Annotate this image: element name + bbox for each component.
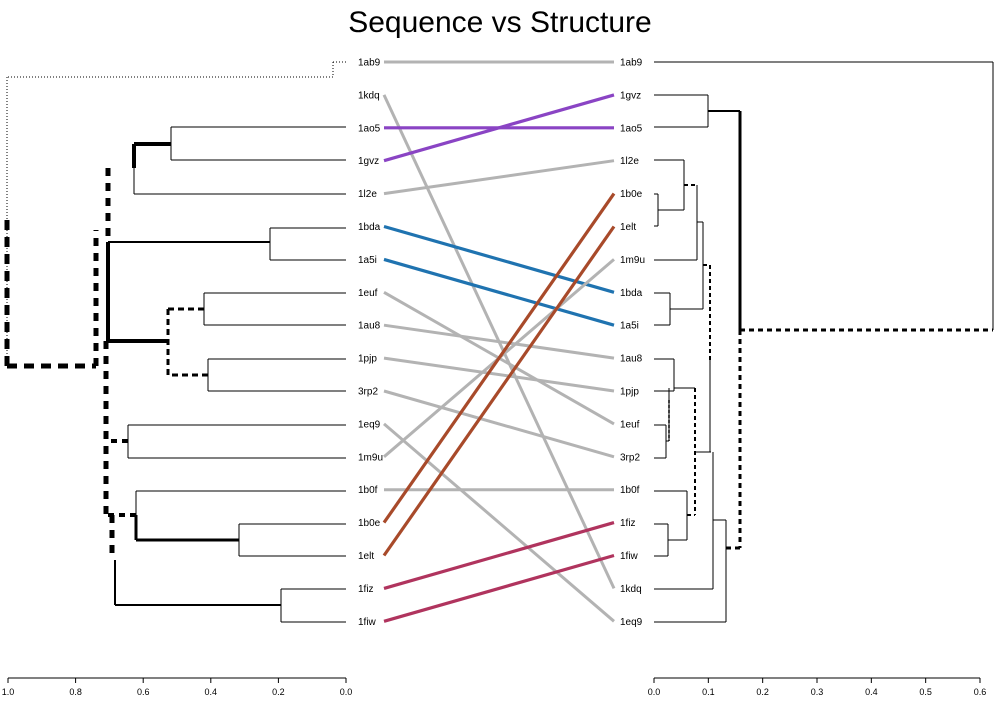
right-axis: 0.0 0.1 0.2 0.3 0.4 0.5 0.6 xyxy=(648,677,987,697)
right-branch-b0f xyxy=(654,490,688,541)
left-leaf-label-1eq9: 1eq9 xyxy=(358,419,381,430)
right-leaf-label-1gvz: 1gvz xyxy=(620,90,641,101)
right-branch-kdq xyxy=(654,452,714,590)
left-branch-b0e-elt xyxy=(238,523,346,557)
right-leaf-label-3rp2: 3rp2 xyxy=(620,452,640,463)
left-branch-pjp-rp2 xyxy=(207,358,346,392)
left-dendrogram xyxy=(4,61,346,623)
right-tick-label: 0.0 xyxy=(648,687,661,697)
left-branch-b0f xyxy=(135,490,346,540)
left-leaf-label-1gvz: 1gvz xyxy=(358,156,379,167)
connection-1b0e xyxy=(382,192,616,524)
right-spine-dashed xyxy=(738,328,993,548)
right-leaf-label-1pjp: 1pjp xyxy=(620,387,639,398)
right-tick-label: 0.2 xyxy=(756,687,769,697)
right-branch-bda-a5i xyxy=(654,292,671,326)
right-tick-label: 0.5 xyxy=(919,687,932,697)
right-leaf-label-1b0e: 1b0e xyxy=(620,189,643,200)
right-branch-b0f-up xyxy=(687,388,696,516)
right-branch-euf-rp2 xyxy=(654,424,667,459)
right-branch-au8-pjp xyxy=(654,358,675,392)
left-branch-fiz-fiw-up xyxy=(114,560,281,606)
left-leaf-labels: 1ab9 1kdq 1ao5 1gvz 1l2e 1bda 1a5i 1euf 1au8 1pjp… xyxy=(358,58,383,628)
right-leaf-label-1m9u: 1m9u xyxy=(620,255,645,266)
left-branch-1ab9 xyxy=(6,61,346,366)
right-leaf-label-1fiw: 1fiw xyxy=(620,551,639,562)
connection-1l2e xyxy=(383,159,615,196)
right-branch-upper-dashed xyxy=(703,264,711,360)
left-spine-dashed xyxy=(103,168,115,560)
left-leaf-label-1b0f: 1b0f xyxy=(358,485,378,496)
left-leaf-label-1a5i: 1a5i xyxy=(358,255,377,266)
connection-1bda xyxy=(383,224,615,294)
right-tick-label: 0.4 xyxy=(865,687,878,697)
left-branch-eq9-m9u xyxy=(127,424,346,459)
right-leaf-label-1b0f: 1b0f xyxy=(620,485,640,496)
right-branch-eq9 xyxy=(654,519,727,623)
right-branch-b0e-elt xyxy=(654,193,659,227)
connection-1gvz xyxy=(383,93,615,163)
right-leaf-label-1a5i: 1a5i xyxy=(620,321,639,332)
left-tick-label: 1.0 xyxy=(2,687,15,697)
right-tick-label: 0.1 xyxy=(702,687,715,697)
left-leaf-label-1ao5: 1ao5 xyxy=(358,123,381,134)
left-tick-label: 0.4 xyxy=(205,687,218,697)
right-leaf-label-1ab9: 1ab9 xyxy=(620,58,643,69)
right-leaf-label-1bda: 1bda xyxy=(620,288,643,299)
left-axis: 1.0 0.8 0.6 0.4 0.2 0.0 xyxy=(2,677,353,697)
left-leaf-label-1kdq: 1kdq xyxy=(358,90,380,101)
right-leaf-label-1euf: 1euf xyxy=(620,419,640,430)
left-branch-euf-au8 xyxy=(203,292,346,326)
right-leaf-label-1ao5: 1ao5 xyxy=(620,123,643,134)
right-tick-label: 0.3 xyxy=(811,687,824,697)
right-branch-bda-a5i-up xyxy=(670,221,704,310)
right-leaf-label-1l2e: 1l2e xyxy=(620,156,639,167)
connection-1pjp xyxy=(383,356,615,393)
left-leaf-label-1fiz: 1fiz xyxy=(358,584,374,595)
left-tick-label: 0.2 xyxy=(272,687,285,697)
left-leaf-label-1pjp: 1pjp xyxy=(358,354,377,365)
right-leaf-label-1kdq: 1kdq xyxy=(620,584,642,595)
connection-1eq9 xyxy=(383,422,615,623)
chart-title: Sequence vs Structure xyxy=(348,6,652,39)
connection-lines xyxy=(382,60,616,623)
connection-1au8 xyxy=(383,323,615,360)
right-branch-1ab9 xyxy=(654,61,994,330)
left-leaf-label-1euf: 1euf xyxy=(358,288,378,299)
right-dendrogram xyxy=(654,61,994,623)
left-leaf-label-1elt: 1elt xyxy=(358,551,374,562)
left-leaf-label-1m9u: 1m9u xyxy=(358,452,383,463)
right-branch-gvz-ao5 xyxy=(654,94,709,128)
right-branch-fiz-fiw xyxy=(654,523,669,557)
right-leaf-label-1fiz: 1fiz xyxy=(620,518,636,529)
left-leaf-label-3rp2: 3rp2 xyxy=(358,387,378,398)
connection-1fiz xyxy=(383,521,615,590)
left-leaf-label-1l2e: 1l2e xyxy=(358,189,377,200)
left-leaf-label-1bda: 1bda xyxy=(358,222,381,233)
right-leaf-label-1au8: 1au8 xyxy=(620,354,643,365)
connection-3rp2 xyxy=(383,389,615,459)
left-top-dashed xyxy=(4,220,96,369)
left-branch-ao5-gvz xyxy=(170,126,346,161)
right-leaf-label-1eq9: 1eq9 xyxy=(620,617,643,628)
left-leaf-label-1ab9: 1ab9 xyxy=(358,58,381,69)
right-tick-label: 0.6 xyxy=(974,687,987,697)
left-leaf-label-1au8: 1au8 xyxy=(358,321,381,332)
left-branch-bda-a5i xyxy=(269,227,346,261)
right-branch-au8-pjp-up xyxy=(666,387,695,442)
connection-1elt xyxy=(382,225,616,557)
right-leaf-labels: 1ab9 1gvz 1ao5 1l2e 1b0e 1elt 1m9u 1bda 1a5i 1au8… xyxy=(620,58,645,628)
right-branch-mid-join xyxy=(695,360,711,453)
right-branch-m9u xyxy=(654,185,698,261)
left-leaf-label-1fiw: 1fiw xyxy=(358,617,377,628)
left-tick-label: 0.8 xyxy=(69,687,82,697)
connection-1fiw xyxy=(383,553,615,623)
connection-1a5i xyxy=(383,257,615,327)
left-tick-label: 0.6 xyxy=(137,687,150,697)
left-tick-label: 0.0 xyxy=(340,687,353,697)
right-leaf-label-1elt: 1elt xyxy=(620,222,636,233)
left-branch-fiz-fiw xyxy=(280,588,346,623)
left-leaf-label-1b0e: 1b0e xyxy=(358,518,381,529)
